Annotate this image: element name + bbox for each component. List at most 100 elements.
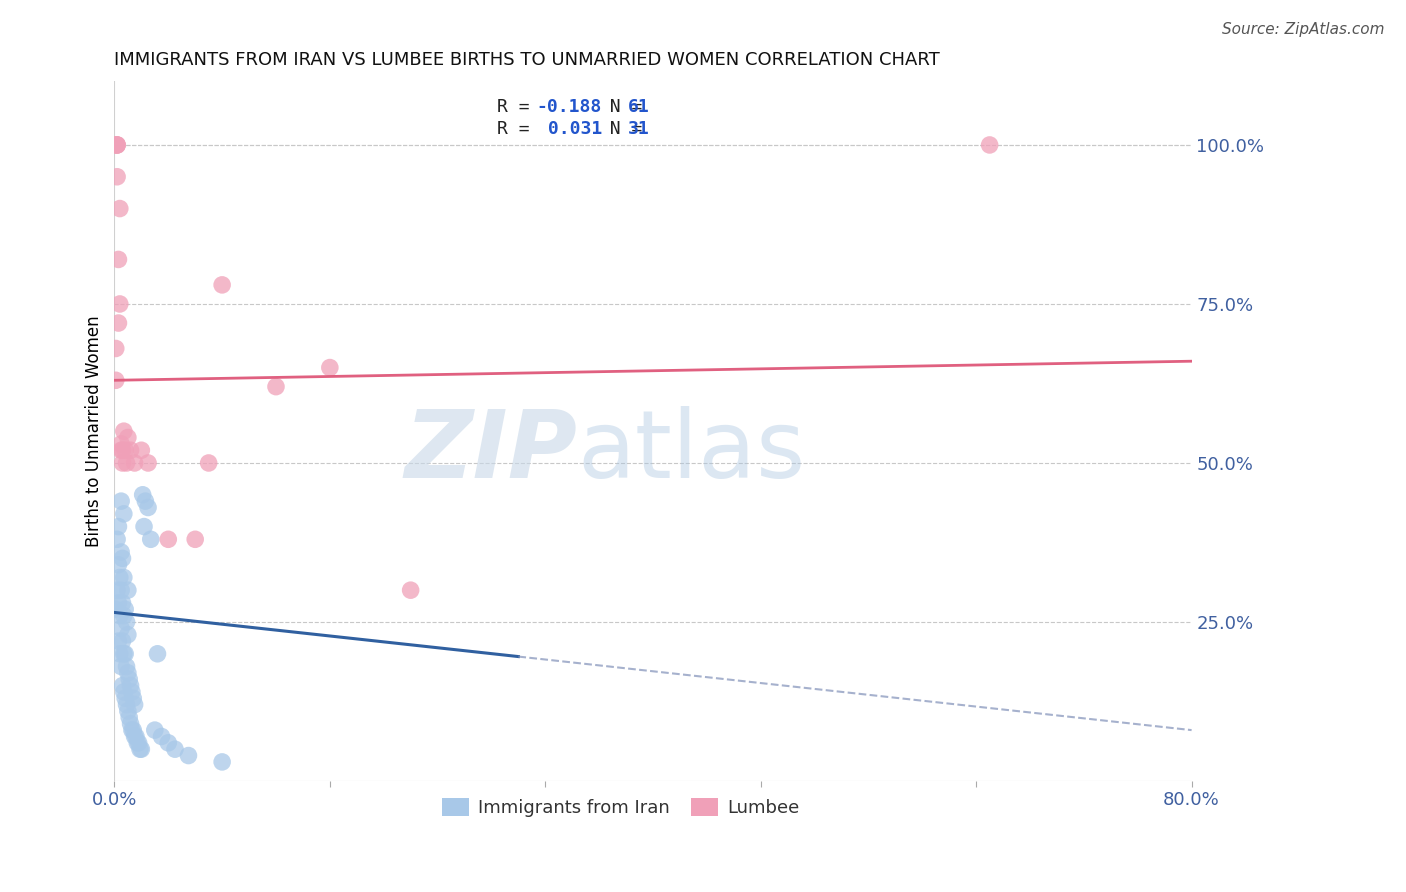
Point	[124, 698, 146, 712]
Point	[114, 691, 136, 706]
Point	[136, 500, 159, 515]
Point	[111, 596, 134, 610]
Point	[115, 456, 138, 470]
Point	[211, 755, 233, 769]
Point	[117, 704, 139, 718]
Point	[110, 583, 132, 598]
Point	[118, 672, 141, 686]
Point	[112, 608, 135, 623]
Text: -0.188: -0.188	[537, 98, 602, 116]
Text: atlas: atlas	[578, 406, 806, 498]
Point	[115, 698, 138, 712]
Point	[114, 443, 136, 458]
Point	[143, 723, 166, 738]
Point	[111, 679, 134, 693]
Point	[177, 748, 200, 763]
Point	[107, 316, 129, 330]
Point	[107, 596, 129, 610]
Text: N =: N =	[588, 120, 654, 138]
Point	[110, 443, 132, 458]
Point	[122, 723, 145, 738]
Text: 31: 31	[628, 120, 650, 138]
Point	[111, 443, 134, 458]
Point	[124, 730, 146, 744]
Y-axis label: Births to Unmarried Women: Births to Unmarried Women	[86, 316, 103, 547]
Point	[163, 742, 186, 756]
Point	[131, 443, 153, 458]
Point	[117, 431, 139, 445]
Point	[157, 736, 180, 750]
Point	[110, 659, 132, 673]
Point	[105, 583, 128, 598]
Point	[112, 507, 135, 521]
Text: 0.031: 0.031	[537, 120, 602, 138]
Point	[120, 679, 142, 693]
Point	[157, 533, 180, 547]
Point	[112, 647, 135, 661]
Point	[117, 628, 139, 642]
Point	[399, 583, 422, 598]
Point	[104, 342, 127, 356]
Point	[111, 456, 134, 470]
Point	[111, 551, 134, 566]
Point	[150, 730, 173, 744]
Point	[107, 519, 129, 533]
Point	[110, 621, 132, 635]
Point	[184, 533, 207, 547]
Text: R =: R =	[496, 120, 540, 138]
Point	[979, 138, 1001, 153]
Point	[108, 608, 131, 623]
Point	[111, 634, 134, 648]
Point	[105, 138, 128, 153]
Point	[105, 169, 128, 184]
Point	[117, 665, 139, 680]
Text: IMMIGRANTS FROM IRAN VS LUMBEE BIRTHS TO UNMARRIED WOMEN CORRELATION CHART: IMMIGRANTS FROM IRAN VS LUMBEE BIRTHS TO…	[114, 51, 941, 69]
Point	[115, 659, 138, 673]
Point	[136, 456, 159, 470]
Point	[124, 456, 146, 470]
Point	[112, 570, 135, 584]
Point	[110, 494, 132, 508]
Point	[110, 437, 132, 451]
Point	[107, 634, 129, 648]
Point	[139, 533, 162, 547]
Text: 61: 61	[628, 98, 650, 116]
Text: N =: N =	[588, 98, 654, 116]
Point	[112, 424, 135, 438]
Point	[129, 742, 152, 756]
Point	[319, 360, 342, 375]
Point	[118, 710, 141, 724]
Point	[108, 202, 131, 216]
Point	[105, 533, 128, 547]
Point	[132, 519, 155, 533]
Point	[108, 570, 131, 584]
Point	[125, 730, 148, 744]
Point	[128, 736, 150, 750]
Point	[122, 691, 145, 706]
Point	[104, 373, 127, 387]
Point	[197, 456, 219, 470]
Point	[108, 297, 131, 311]
Legend: Immigrants from Iran, Lumbee: Immigrants from Iran, Lumbee	[434, 790, 807, 824]
Point	[121, 723, 143, 738]
Point	[131, 742, 153, 756]
Point	[105, 138, 128, 153]
Point	[127, 736, 149, 750]
Point	[108, 647, 131, 661]
Point	[120, 443, 142, 458]
Point	[264, 379, 287, 393]
Text: Source: ZipAtlas.com: Source: ZipAtlas.com	[1222, 22, 1385, 37]
Point	[114, 602, 136, 616]
Text: R =: R =	[496, 98, 540, 116]
Point	[121, 685, 143, 699]
Point	[211, 277, 233, 292]
Point	[131, 488, 153, 502]
Point	[107, 558, 129, 572]
Point	[112, 685, 135, 699]
Point	[114, 647, 136, 661]
Point	[105, 138, 128, 153]
Point	[117, 583, 139, 598]
Point	[134, 494, 156, 508]
Point	[115, 615, 138, 629]
Point	[146, 647, 169, 661]
